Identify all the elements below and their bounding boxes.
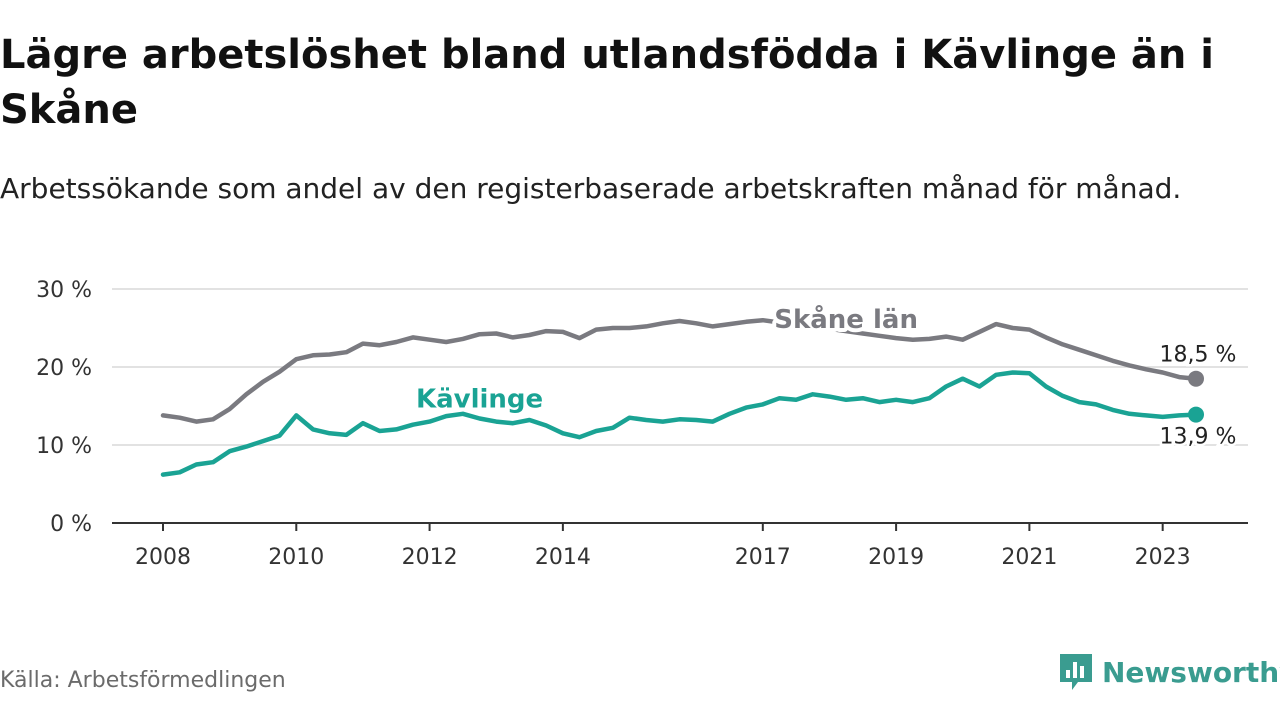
x-tick-label: 2017 (735, 545, 791, 570)
y-tick-label: 30 % (36, 278, 92, 303)
x-tick-label: 2019 (868, 545, 924, 570)
newsworthy-logo-icon (1060, 654, 1092, 690)
brand-name: Newsworthy (1102, 655, 1280, 689)
series-line-k-vlinge (160, 370, 1199, 477)
x-tick-label: 2008 (135, 545, 191, 570)
series-group (160, 317, 1204, 477)
series-annotation: Kävlinge (416, 385, 543, 415)
brand-logo: Newsworthy (1058, 652, 1280, 692)
x-tick-label: 2023 (1135, 545, 1191, 570)
x-tick-label: 2014 (535, 545, 591, 570)
x-axis: 2008 2010 2012 2014 2017 2019 2021 2023 (112, 522, 1248, 570)
chart-title: Lägre arbetslöshet bland utlandsfödda i … (0, 32, 1215, 133)
series-annotation: Skåne län (774, 303, 918, 335)
chart-subtitle: Arbetssökande som andel av den registerb… (0, 172, 1182, 205)
x-tick-label: 2012 (402, 545, 458, 570)
line-chart: 0 % 10 % 20 % 30 % 2008 2010 2012 2014 2017 2019… (36, 278, 1248, 570)
annotations: 18,5 % 13,9 % Skåne län Kävlinge (412, 299, 1239, 452)
source-note: Källa: Arbetsförmedlingen (0, 668, 286, 693)
gridlines (112, 288, 1248, 446)
series-line-sk-ne-l-n (160, 317, 1199, 424)
x-tick-label: 2010 (268, 545, 324, 570)
y-tick-label: 20 % (36, 356, 92, 381)
x-tick-label: 2021 (1001, 545, 1057, 570)
end-value-label: 13,9 % (1160, 425, 1237, 450)
series-end-marker-k-vlinge (1188, 406, 1204, 423)
y-tick-label: 10 % (36, 434, 92, 459)
y-axis: 0 % 10 % 20 % 30 % (36, 278, 92, 537)
series-end-marker-sk-ne-l-n (1188, 370, 1204, 387)
y-tick-label: 0 % (50, 512, 92, 537)
end-value-label: 18,5 % (1160, 343, 1237, 368)
